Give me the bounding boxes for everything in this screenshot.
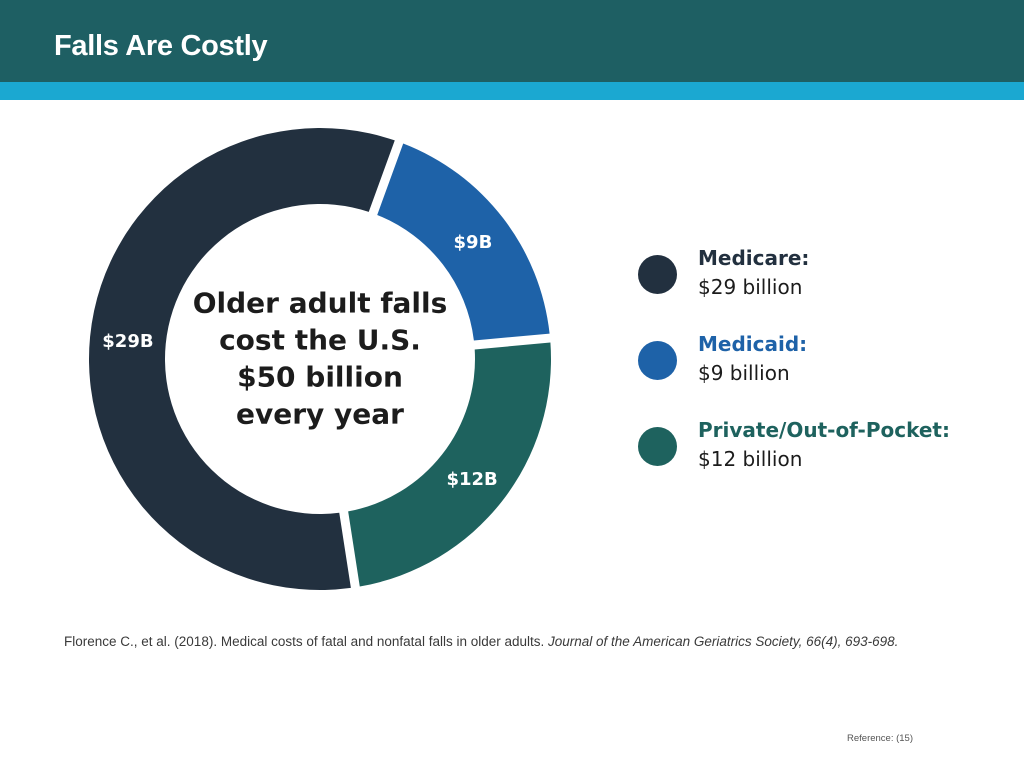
citation-text: Florence C., et al. (2018). Medical cost… bbox=[64, 634, 549, 649]
center-text-line-2: cost the U.S. bbox=[219, 324, 421, 357]
center-text-line-1: Older adult falls bbox=[193, 287, 448, 320]
slice-label-private: $12B bbox=[446, 469, 497, 490]
center-text-line-4: every year bbox=[236, 398, 404, 431]
legend-name-medicaid: Medicaid: bbox=[698, 332, 808, 356]
donut-slice-medicare bbox=[89, 128, 395, 591]
donut-slices bbox=[89, 128, 551, 591]
donut-slice-private bbox=[348, 342, 551, 587]
slice-label-medicaid: $9B bbox=[454, 232, 493, 253]
legend-name-private: Private/Out-of-Pocket: bbox=[698, 418, 950, 442]
legend-value-private: $12 billion bbox=[698, 447, 803, 471]
legend-swatch-medicare bbox=[638, 255, 677, 294]
donut-slice-labels: $9B $12B $29B bbox=[102, 232, 497, 490]
legend-swatch-private bbox=[638, 427, 677, 466]
legend-value-medicare: $29 billion bbox=[698, 275, 803, 299]
header-accent-stripe bbox=[0, 82, 1024, 100]
header-bar bbox=[0, 0, 1024, 82]
legend-swatch-medicaid bbox=[638, 341, 677, 380]
legend-value-medicaid: $9 billion bbox=[698, 361, 790, 385]
reference-note: Reference: (15) bbox=[847, 733, 914, 744]
legend-name-medicare: Medicare: bbox=[698, 246, 810, 270]
donut-slice-medicaid bbox=[377, 143, 550, 341]
page-title: Falls Are Costly bbox=[54, 30, 268, 62]
slice-label-medicare: $29B bbox=[102, 331, 153, 352]
citation-journal: Journal of the American Geriatrics Socie… bbox=[548, 634, 899, 649]
donut-center-text: Older adult falls cost the U.S. $50 billio… bbox=[193, 287, 448, 431]
citation: Florence C., et al. (2018). Medical cost… bbox=[64, 634, 898, 649]
center-text-line-3: $50 billion bbox=[237, 361, 403, 394]
